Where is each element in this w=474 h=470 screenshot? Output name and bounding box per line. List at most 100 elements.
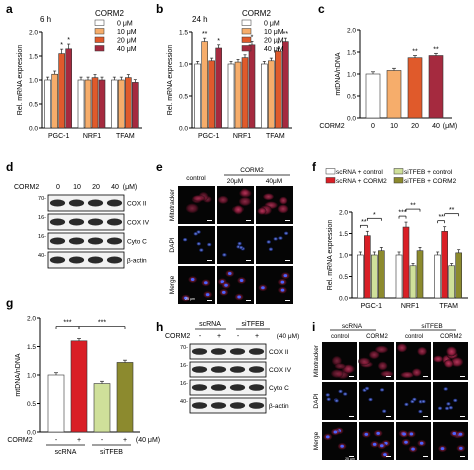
d-blot-band — [106, 199, 123, 207]
f-x-tick-label: NRF1 — [401, 303, 419, 310]
g-y-tick-label: 0.5 — [27, 401, 36, 408]
i-cell — [417, 346, 428, 356]
e-column-label: 40μM — [266, 178, 282, 185]
i-cell — [411, 368, 422, 377]
e-nucleus — [220, 280, 225, 284]
h-blot-band — [191, 402, 208, 409]
e-nucleus — [221, 290, 226, 294]
i-nucleus — [326, 397, 331, 402]
c-x-tick-label: 10 — [390, 123, 398, 130]
e-scale-bar — [285, 300, 290, 301]
c-bar — [365, 73, 381, 119]
e-nucleus — [261, 286, 265, 290]
i-nucleus — [364, 386, 370, 391]
c-bar — [407, 57, 423, 119]
b-bar — [261, 63, 268, 129]
e-cell — [277, 204, 289, 214]
e-nucleus — [224, 283, 228, 287]
f-y-axis-label: Rel. mRNA expression — [327, 220, 334, 291]
g-x-tick-label: + — [77, 437, 81, 444]
i-scale-bar — [386, 416, 391, 417]
e-nucleus — [227, 272, 232, 276]
b-subtitle: 24 h — [192, 15, 208, 24]
e-cell — [192, 194, 206, 202]
h-blot-band — [191, 366, 208, 373]
a-bar — [111, 79, 118, 129]
h-sign-label: + — [217, 333, 221, 340]
e-scale-bar — [285, 220, 290, 221]
e-cell — [239, 189, 252, 198]
i-nucleus — [338, 389, 343, 394]
f-bar — [378, 250, 385, 299]
h-sign-label: - — [199, 333, 202, 340]
i-cell — [443, 359, 454, 368]
f-y-tick-label: 0.0 — [339, 296, 348, 303]
i-cell — [380, 370, 394, 378]
a-y-tick-label: 0.0 — [29, 126, 38, 133]
f-legend-label: scRNA + CORM2 — [336, 178, 387, 185]
h-blot-band — [229, 402, 246, 409]
f-y-tick-label: 1.0 — [339, 253, 348, 260]
e-treatment-label: CORM2 — [240, 167, 264, 174]
i-cell — [334, 363, 346, 370]
h-band-label: β-actin — [269, 403, 289, 410]
a-bar — [84, 79, 92, 129]
i-nucleus — [334, 398, 339, 403]
i-cell — [433, 355, 444, 363]
western-blot-d: CORM2 0 10 20 40 (μM) COX II 70- COX IV 16- Cyto C… — [14, 184, 150, 269]
e-row-label: DAPI — [169, 237, 176, 252]
i-nucleus — [444, 406, 450, 411]
g-bar — [70, 340, 88, 433]
c-x-tick-label: 0 — [371, 123, 375, 130]
f-bar — [434, 254, 441, 299]
f-legend-label: siTFEB + control — [404, 169, 453, 176]
b-significance: ** — [283, 31, 289, 38]
panel-label-i: i — [312, 320, 316, 334]
i-cell — [400, 371, 415, 379]
f-bar — [409, 265, 417, 299]
g-x-tick-label: + — [123, 437, 127, 444]
h-group-label: siTFEB — [242, 321, 265, 328]
i-nucleus — [383, 453, 387, 457]
panel-label-a: a — [6, 2, 13, 16]
i-row-label: Merge — [313, 431, 320, 450]
c-y-axis-label: mtDNA/nDNA — [335, 52, 342, 96]
h-blot-band — [191, 384, 208, 391]
d-dose-label: 10 — [73, 184, 81, 191]
i-nucleus — [404, 402, 409, 407]
g-bar — [116, 362, 134, 433]
i-cell — [374, 345, 389, 354]
i-nucleus — [372, 442, 377, 446]
b-legend-label: 0 μM — [264, 21, 280, 28]
a-x-tick-label: PGC-1 — [48, 133, 70, 140]
b-y-tick-label: 1.0 — [179, 62, 188, 69]
f-y-tick-label: 0.5 — [339, 274, 348, 281]
a-legend-swatch — [94, 45, 105, 52]
f-bracket-label: * — [373, 212, 376, 219]
d-dose-label: 40 — [111, 184, 119, 191]
b-y-tick-label: 0.0 — [179, 126, 188, 133]
panel-label-d: d — [6, 160, 14, 174]
b-bar — [194, 63, 201, 129]
i-nucleus — [325, 393, 330, 397]
b-bar — [248, 44, 256, 129]
panel-label-b: b — [156, 2, 164, 16]
a-bar — [125, 77, 132, 129]
h-blot-band — [210, 402, 227, 409]
d-blot-band — [68, 199, 85, 207]
a-y-tick-label: 1.5 — [29, 54, 38, 61]
e-scale-bar — [246, 260, 251, 261]
chart-a: 0.0 0.5 1.0 1.5 2.0 Rel. mRNA expression PGC-1… — [17, 9, 142, 140]
h-marker-label: 70- — [180, 345, 188, 351]
g-bar — [47, 374, 65, 433]
a-y-tick-label: 0.5 — [29, 102, 38, 109]
i-nucleus — [443, 387, 448, 391]
a-bar — [58, 53, 65, 129]
i-column-label: CORM2 — [440, 334, 462, 340]
i-column-label: CORM2 — [366, 334, 388, 340]
h-blot-band — [248, 366, 265, 373]
h-blot-band — [210, 384, 227, 391]
b-legend-label: 20 μM — [264, 38, 284, 45]
d-unit-label: (μM) — [123, 184, 138, 191]
e-column-label: control — [186, 175, 206, 182]
